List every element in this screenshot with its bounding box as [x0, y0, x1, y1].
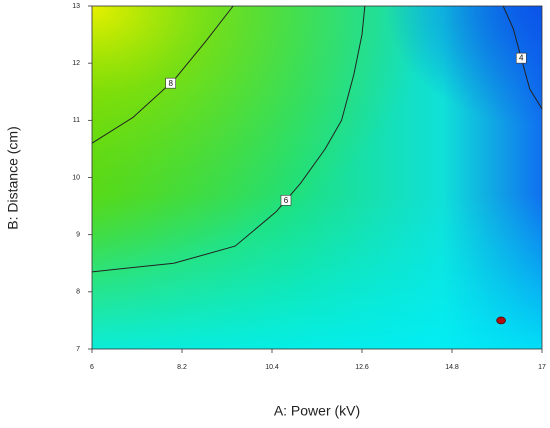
y-tick-label: 11 [73, 117, 80, 124]
contour-line [502, 5, 543, 110]
contour-label: 6 [284, 196, 289, 205]
x-tick-label: 14.8 [445, 364, 459, 371]
x-tick-label: 6 [90, 364, 94, 371]
contour-label-box [515, 52, 527, 64]
y-tick-label: 8 [76, 289, 80, 296]
y-axis-label: B: Distance (cm) [5, 126, 21, 229]
x-tick-label: 17 [538, 364, 546, 371]
design-point [496, 316, 506, 325]
y-tick-label: 13 [72, 3, 80, 10]
x-tick-label: 12.6 [355, 364, 369, 371]
contour-line [91, 5, 366, 273]
contour-label-box [280, 194, 292, 206]
contour-label-box [165, 77, 176, 89]
x-axis-label: A: Power (kV) [274, 403, 360, 419]
x-tick-label: 8.2 [177, 364, 187, 371]
contour-label: 4 [519, 54, 524, 63]
y-tick-label: 10 [72, 174, 80, 181]
y-tick-label: 12 [72, 60, 80, 67]
y-tick-label: 7 [76, 346, 80, 353]
x-tick-label: 10.4 [265, 364, 279, 371]
y-tick-label: 9 [76, 232, 80, 239]
surface [91, 5, 543, 350]
contour-label: 8 [168, 79, 173, 88]
